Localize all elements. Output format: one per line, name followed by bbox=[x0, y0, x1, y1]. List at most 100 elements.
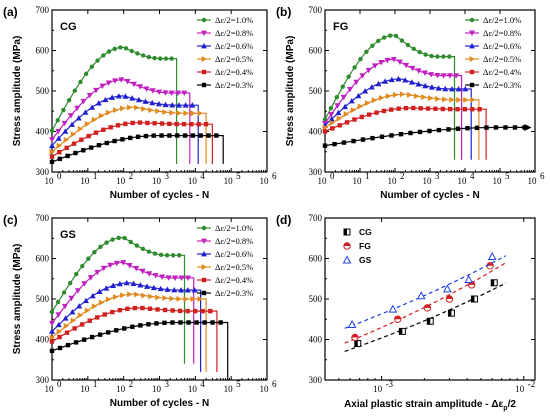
data-point bbox=[384, 57, 391, 64]
data-point bbox=[197, 296, 203, 302]
data-point bbox=[182, 102, 189, 108]
legend-marker bbox=[201, 56, 207, 62]
data-point bbox=[183, 296, 189, 302]
x-tick-label: 10 bbox=[224, 384, 234, 394]
data-point bbox=[49, 137, 55, 143]
panel-label: (b) bbox=[276, 5, 291, 19]
series-line bbox=[51, 135, 224, 164]
y-tick-label: 700 bbox=[36, 5, 50, 15]
data-point bbox=[351, 138, 356, 144]
x-tick-label: 10 bbox=[152, 384, 162, 394]
data-point bbox=[87, 275, 94, 281]
data-point bbox=[379, 134, 385, 139]
data-point bbox=[93, 87, 100, 94]
data-point bbox=[112, 46, 117, 52]
data-point bbox=[382, 78, 389, 84]
data-point bbox=[368, 84, 375, 90]
series-fg bbox=[344, 262, 507, 344]
legend-marker-half bbox=[344, 229, 347, 235]
x-tick-label: 10 bbox=[493, 176, 503, 186]
legend-marker bbox=[201, 264, 207, 270]
data-point bbox=[159, 121, 165, 126]
data-point bbox=[57, 334, 62, 340]
data-point bbox=[197, 110, 203, 117]
data-point bbox=[77, 312, 84, 319]
data-point bbox=[407, 91, 413, 98]
data-point bbox=[49, 309, 55, 315]
data-point bbox=[122, 235, 127, 241]
data-point bbox=[434, 72, 441, 79]
data-point bbox=[151, 133, 156, 138]
y-axis-label: Stress amplitude (MPa) bbox=[12, 36, 23, 147]
data-point bbox=[77, 125, 84, 132]
data-point bbox=[143, 86, 150, 92]
data-point bbox=[148, 293, 154, 300]
data-point bbox=[123, 46, 129, 51]
data-point bbox=[346, 74, 351, 79]
legend-marker bbox=[201, 277, 207, 283]
data-point bbox=[149, 88, 156, 94]
data-point bbox=[102, 312, 107, 317]
legend-label: Δε/2=0.4% bbox=[215, 275, 253, 285]
data-point bbox=[97, 332, 103, 337]
data-point bbox=[334, 103, 341, 109]
x-tick-label: 10 bbox=[528, 176, 538, 186]
data-point bbox=[127, 291, 133, 298]
legend-marker bbox=[469, 43, 475, 49]
data-point bbox=[117, 307, 123, 313]
data-point bbox=[143, 133, 149, 139]
data-point bbox=[49, 328, 55, 334]
data-point bbox=[196, 122, 201, 127]
data-point bbox=[162, 307, 168, 313]
data-point bbox=[334, 95, 340, 100]
x-tick-label: 10 bbox=[152, 176, 162, 186]
series-0-3 bbox=[49, 133, 224, 165]
data-point bbox=[350, 107, 357, 114]
data-point bbox=[101, 127, 106, 132]
data-point bbox=[442, 96, 448, 103]
data-point bbox=[181, 121, 187, 127]
data-point bbox=[155, 294, 161, 301]
data-point bbox=[93, 130, 99, 135]
data-point-half bbox=[399, 328, 403, 335]
data-point bbox=[337, 123, 342, 128]
data-point bbox=[105, 80, 112, 86]
data-point bbox=[171, 286, 178, 293]
legend-marker bbox=[201, 238, 207, 244]
data-point bbox=[49, 142, 55, 149]
data-point bbox=[330, 126, 335, 131]
data-point bbox=[353, 79, 360, 86]
data-point bbox=[146, 322, 151, 327]
data-point bbox=[177, 253, 182, 258]
y-tick-label: 300 bbox=[309, 167, 323, 177]
data-point bbox=[162, 90, 169, 96]
data-point bbox=[69, 309, 76, 315]
data-point bbox=[152, 273, 159, 279]
data-point bbox=[364, 100, 371, 107]
data-point bbox=[49, 148, 55, 155]
data-point bbox=[92, 250, 97, 255]
fit-line bbox=[344, 262, 507, 344]
series-0-8 bbox=[49, 260, 195, 364]
data-point bbox=[146, 54, 152, 60]
data-point bbox=[144, 283, 151, 289]
x-tick-exp: 0 bbox=[330, 171, 335, 181]
data-point bbox=[123, 121, 128, 127]
data-point bbox=[352, 65, 357, 70]
data-point bbox=[429, 53, 434, 59]
data-point bbox=[146, 271, 153, 277]
data-point bbox=[113, 293, 119, 300]
data-point bbox=[107, 262, 114, 269]
data-point bbox=[140, 305, 145, 311]
data-point bbox=[178, 320, 183, 325]
x-tick-label: 10 bbox=[188, 384, 198, 394]
data-point bbox=[447, 54, 452, 59]
legend-label: Δε/2=1.0% bbox=[215, 15, 253, 25]
data-point bbox=[447, 106, 453, 112]
legend-label: Δε/2=0.8% bbox=[215, 28, 253, 38]
y-tick-label: 700 bbox=[309, 213, 323, 223]
data-point bbox=[370, 135, 375, 141]
x-axis-label: Axial plastic strain amplitude - Δεp/2 bbox=[344, 399, 516, 412]
data-point bbox=[61, 107, 66, 113]
